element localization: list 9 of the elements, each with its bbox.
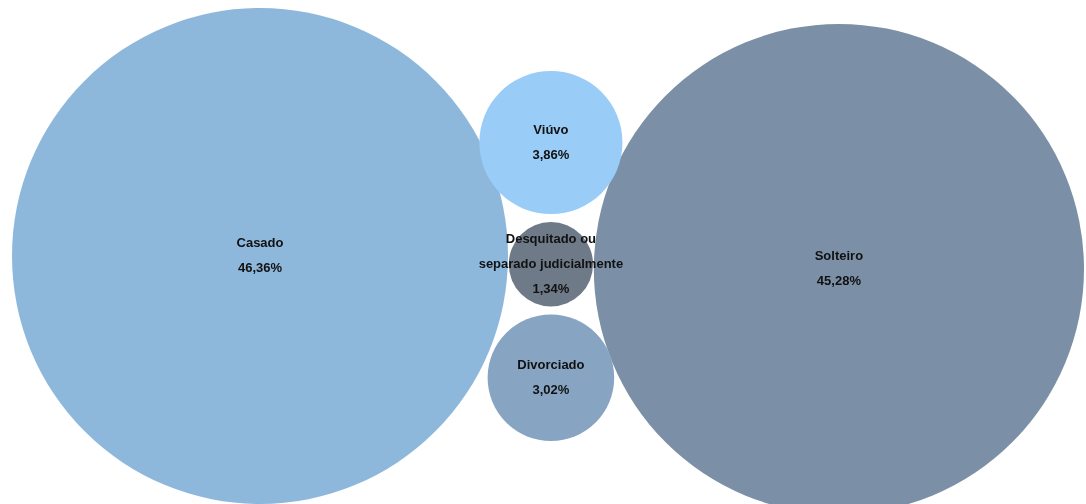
data-label: 3,86% <box>532 146 570 162</box>
data-label: 3,02% <box>532 381 570 397</box>
data-label: 45,28% <box>816 273 862 289</box>
data-label: 46,36% <box>237 260 283 276</box>
category-label: Casado <box>236 235 284 251</box>
category-label: Divorciado <box>517 356 585 372</box>
category-label: Viúvo <box>533 121 569 137</box>
data-label: 1,34% <box>532 280 570 296</box>
category-label: Solteiro <box>814 248 864 264</box>
